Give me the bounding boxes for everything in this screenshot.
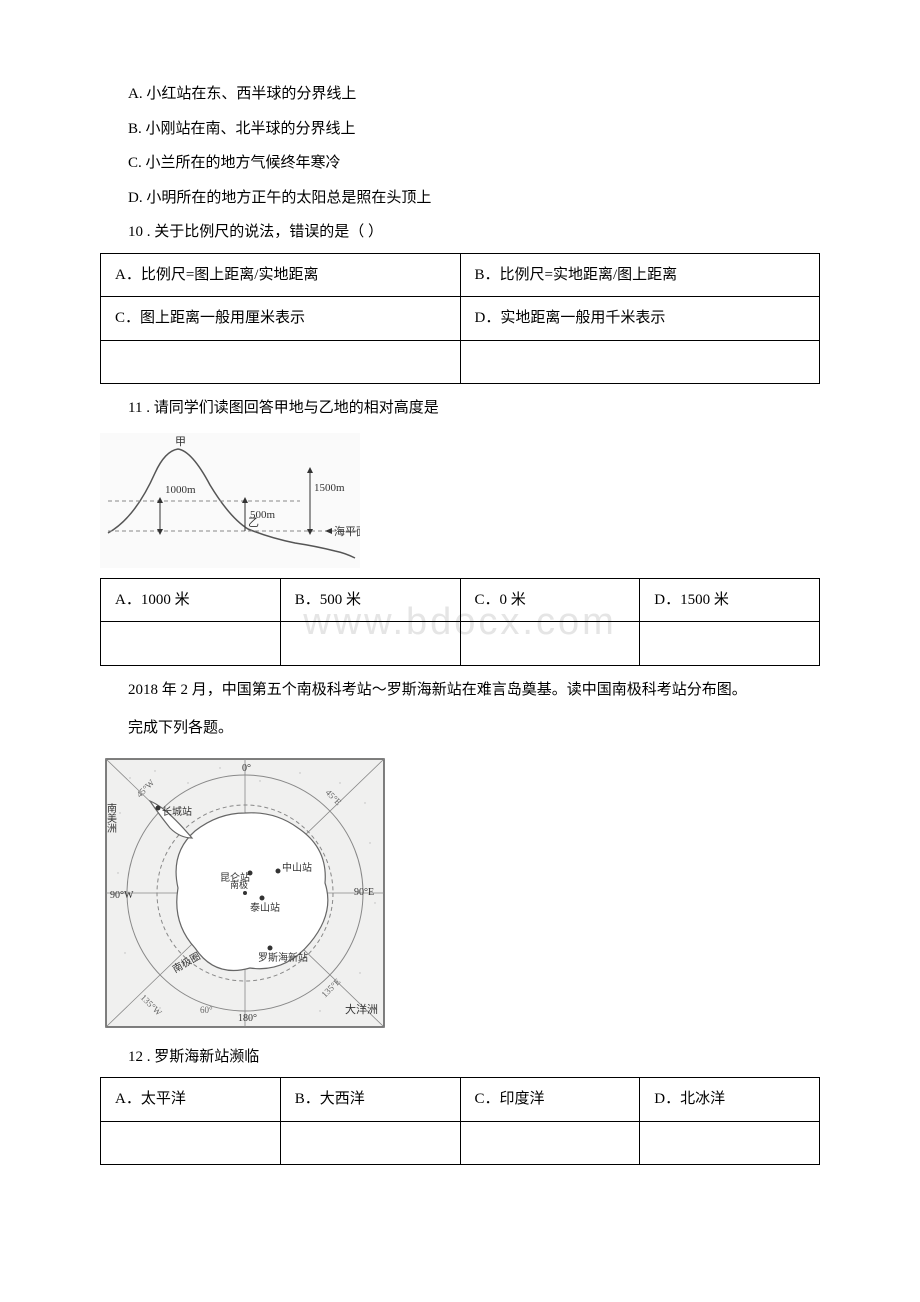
option-c: C. 小兰所在的地方气候终年寒冷 (128, 149, 820, 178)
q11-empty-3 (460, 622, 640, 666)
label-changcheng: 长城站 (162, 805, 192, 818)
label-taishan: 泰山站 (250, 901, 280, 914)
label-1500: 1500m (314, 482, 345, 494)
q11-option-d: D．1500 米 (640, 578, 820, 622)
label-1000: 1000m (165, 484, 196, 496)
label-500: 500m (250, 509, 276, 521)
label-90w: 90°W (110, 890, 134, 901)
q11-options-table: A．1000 米 B．500 米 C．0 米 D．1500 米 (100, 578, 820, 666)
q10-empty-2 (460, 340, 820, 384)
label-sea: 海平面 (334, 524, 360, 538)
label-south-america: 南美洲 (105, 801, 117, 832)
q10-empty-1 (101, 340, 461, 384)
label-0: 0° (242, 763, 251, 774)
label-luosihai: 罗斯海新站 (258, 951, 308, 964)
q11-option-c: C．0 米 (460, 578, 640, 622)
label-90e: 90°E (354, 887, 374, 898)
q10-options-table: A．比例尺=图上距离/实地距离 B．比例尺=实地距离/图上距离 C．图上距离一般… (100, 253, 820, 385)
q12-prompt: 12 . 罗斯海新站濒临 (128, 1043, 820, 1072)
q11-option-b: B．500 米 (280, 578, 460, 622)
q12-option-c: C．印度洋 (460, 1078, 640, 1122)
q10-option-b: B．比例尺=实地距离/图上距离 (460, 253, 820, 297)
q12-option-b: B．大西洋 (280, 1078, 460, 1122)
label-jia: 甲 (175, 436, 186, 448)
q12-option-d: D．北冰洋 (640, 1078, 820, 1122)
q11-elevation-diagram: 甲 乙 1000m 500m 1500m 海平面 (100, 433, 820, 568)
q11-option-a: A．1000 米 (101, 578, 281, 622)
q10-option-c: C．图上距离一般用厘米表示 (101, 297, 461, 341)
q10-prompt: 10 . 关于比例尺的说法，错误的是（ ） (128, 218, 820, 247)
q10-option-d: D．实地距离一般用千米表示 (460, 297, 820, 341)
q12-options-table: A．太平洋 B．大西洋 C．印度洋 D．北冰洋 (100, 1077, 820, 1165)
q12-option-a: A．太平洋 (101, 1078, 281, 1122)
label-zhongshan: 中山站 (282, 861, 312, 874)
label-180: 180° (238, 1013, 257, 1024)
q11-empty-1 (101, 622, 281, 666)
q12-empty-1 (101, 1121, 281, 1165)
label-nanji: 南极 (230, 879, 248, 890)
q12-empty-4 (640, 1121, 820, 1165)
passage-p1: 2018 年 2 月，中国第五个南极科考站～罗斯海新站在难言岛奠基。读中国南极科… (128, 676, 820, 705)
q12-empty-3 (460, 1121, 640, 1165)
option-d: D. 小明所在的地方正午的太阳总是照在头顶上 (128, 184, 820, 213)
antarctica-map: 南美洲 长城站 昆仑站 中山站 泰山站 南极 罗斯海新站 南极圈 大洋洲 90°… (100, 753, 820, 1033)
passage-p2: 完成下列各题。 (128, 714, 820, 743)
q11-empty-2 (280, 622, 460, 666)
label-60: 60° (200, 1005, 213, 1015)
q11-prompt: 11 . 请同学们读图回答甲地与乙地的相对高度是 (128, 394, 820, 423)
q11-empty-4 (640, 622, 820, 666)
option-b: B. 小刚站在南、北半球的分界线上 (128, 115, 820, 144)
q10-option-a: A．比例尺=图上距离/实地距离 (101, 253, 461, 297)
q12-empty-2 (280, 1121, 460, 1165)
option-a: A. 小红站在东、西半球的分界线上 (128, 80, 820, 109)
label-dayang: 大洋洲 (345, 1002, 378, 1016)
